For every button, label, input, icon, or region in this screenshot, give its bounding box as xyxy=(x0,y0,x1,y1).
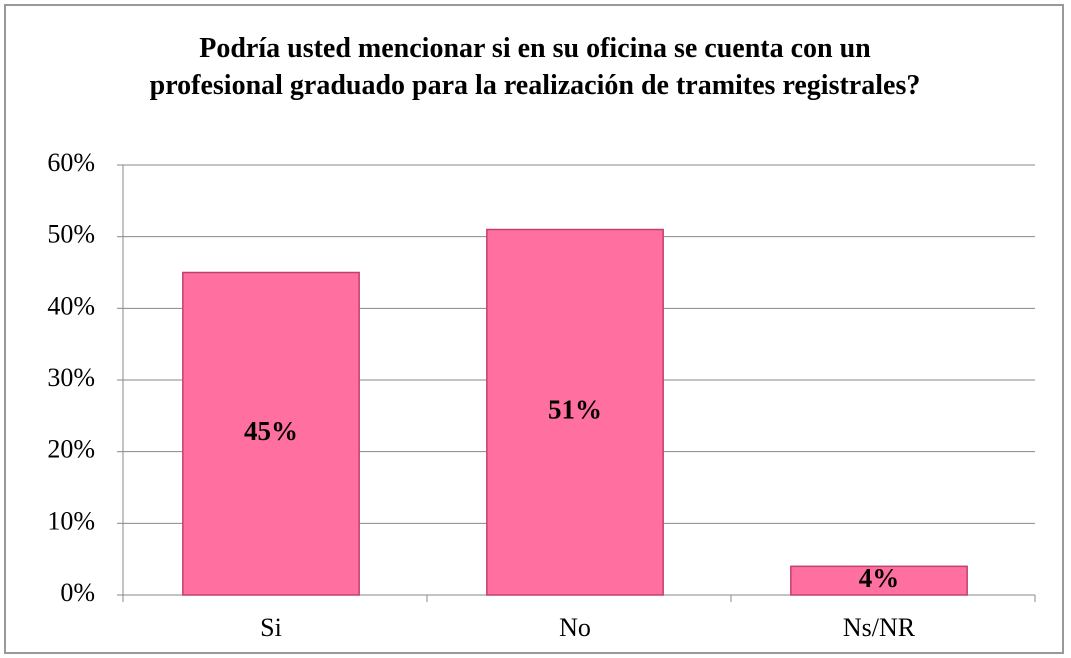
bar xyxy=(182,271,360,596)
y-tick-label: 50% xyxy=(47,220,95,249)
y-tick-label: 20% xyxy=(47,435,95,464)
y-tick-label: 30% xyxy=(47,363,95,392)
bar xyxy=(486,228,664,596)
x-tick-label: Ns/NR xyxy=(843,613,916,642)
bar xyxy=(790,565,968,596)
x-tick-label: No xyxy=(559,613,591,642)
frame xyxy=(4,4,1064,654)
y-tick-label: 0% xyxy=(60,578,95,607)
y-tick-label: 10% xyxy=(47,506,95,535)
data-label: 51% xyxy=(548,394,602,424)
y-tick-label: 40% xyxy=(47,291,95,320)
x-tick-label: Si xyxy=(260,613,282,642)
y-tick-label: 60% xyxy=(47,148,95,177)
data-label: 45% xyxy=(244,416,298,446)
chart-title: Podría usted mencionar si en su oficina … xyxy=(149,33,921,101)
data-label: 4% xyxy=(859,563,900,593)
